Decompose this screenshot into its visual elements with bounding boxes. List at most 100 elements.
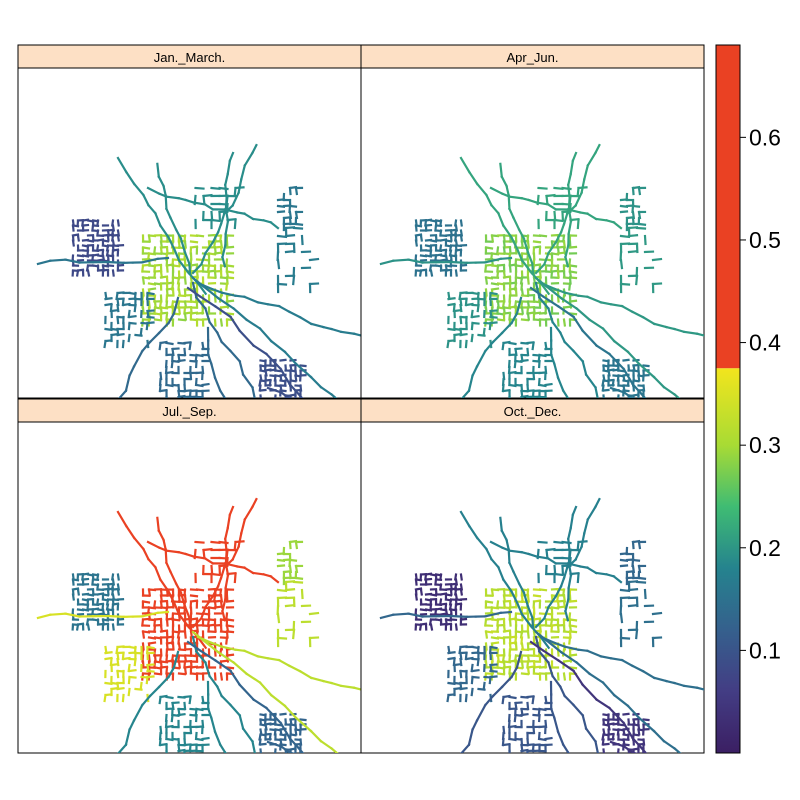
road-segment: [630, 664, 645, 673]
road-segment: [508, 695, 517, 700]
road-segment: [250, 497, 258, 509]
road-segment: [161, 756, 167, 757]
road-segment: [116, 156, 128, 174]
road-segment: [202, 548, 206, 560]
road-segment: [526, 276, 530, 285]
road-segment: [585, 438, 587, 447]
road-segment: [631, 186, 635, 196]
road-segment: [549, 353, 556, 366]
road-segment: [619, 234, 631, 239]
road-segment: [299, 718, 307, 722]
road-segment: [579, 772, 584, 781]
road-segment: [614, 765, 619, 766]
road-segment: [238, 713, 245, 731]
road-segment: [210, 641, 224, 649]
road-segment: [643, 780, 644, 785]
road-segment: [664, 679, 676, 685]
road-segment: [133, 303, 137, 313]
road-segment: [116, 315, 120, 325]
road-segment: [446, 339, 450, 349]
road-segment: [140, 694, 152, 707]
road-segment: [585, 212, 598, 221]
road-segment: [210, 362, 217, 380]
road-segment: [250, 143, 258, 155]
road-segment: [276, 564, 286, 568]
road-segment: [496, 565, 505, 582]
road-segment: [191, 281, 198, 299]
road-segment: [483, 340, 495, 353]
road-segment: [730, 794, 745, 800]
road-segment: [300, 426, 301, 431]
road-segment: [165, 561, 172, 574]
road-segment: [484, 547, 493, 561]
panel-3-network: [36, 497, 361, 790]
road-segment: [622, 721, 635, 740]
road-segment: [482, 327, 486, 337]
road-segment: [210, 186, 221, 191]
road-segment: [520, 612, 534, 629]
road-segment: [145, 321, 149, 331]
road-segment: [287, 310, 302, 319]
road-segment: [508, 341, 517, 346]
road-segment: [575, 306, 591, 322]
road-segment: [630, 310, 645, 319]
colorbar-tick-label: 0.6: [749, 124, 781, 150]
panel-1-title: Jan._March.: [154, 50, 226, 65]
road-segment: [309, 729, 323, 743]
road-segment: [484, 276, 489, 285]
road-segment: [321, 679, 333, 685]
road-segment: [566, 526, 573, 541]
road-segment: [242, 438, 244, 447]
road-segment: [290, 785, 291, 790]
road-segment: [467, 170, 479, 186]
road-segment: [225, 599, 235, 603]
panel-2: Apr_Jun.: [360, 44, 705, 456]
road-segment: [511, 570, 521, 586]
road-segment: [546, 594, 558, 609]
road-segment: [475, 536, 488, 551]
road-segment: [651, 611, 663, 616]
road-segment: [242, 566, 255, 575]
road-segment: [167, 665, 176, 679]
road-segment: [186, 286, 202, 299]
road-segment: [673, 392, 681, 398]
road-segment: [594, 217, 609, 222]
road-segment: [584, 782, 585, 792]
road-segment: [586, 151, 597, 168]
road-segment: [103, 339, 107, 349]
road-segment: [545, 547, 556, 552]
road-segment: [265, 775, 266, 780]
colorbar-tick-label: 0.1: [749, 637, 781, 663]
road-segment: [241, 373, 255, 389]
road-segment: [275, 765, 276, 770]
road-segment: [609, 740, 626, 748]
road-segment: [179, 237, 187, 254]
road-segment: [244, 447, 248, 456]
road-segment: [489, 315, 498, 319]
road-segment: [264, 706, 283, 725]
road-segment: [641, 669, 656, 680]
road-segment: [612, 693, 630, 708]
road-segment: [280, 755, 281, 760]
road-segment: [292, 628, 296, 640]
road-segment: [612, 220, 623, 230]
road-segment: [219, 600, 224, 609]
road-segment: [195, 588, 205, 592]
road-segment: [501, 578, 513, 593]
road-segment: [298, 315, 313, 326]
road-segment: [631, 540, 635, 550]
road-segment: [177, 550, 188, 556]
road-segment: [116, 234, 121, 242]
road-segment: [612, 574, 623, 584]
road-segment: [609, 303, 624, 308]
road-segment: [520, 672, 530, 676]
road-segment: [623, 755, 624, 760]
road-segment: [471, 718, 479, 732]
road-segment: [633, 755, 634, 760]
road-segment: [534, 281, 541, 299]
road-segment: [614, 426, 619, 427]
road-segment: [194, 296, 207, 311]
road-segment: [587, 447, 591, 456]
road-segment: [166, 235, 176, 251]
road-segment: [509, 589, 519, 605]
